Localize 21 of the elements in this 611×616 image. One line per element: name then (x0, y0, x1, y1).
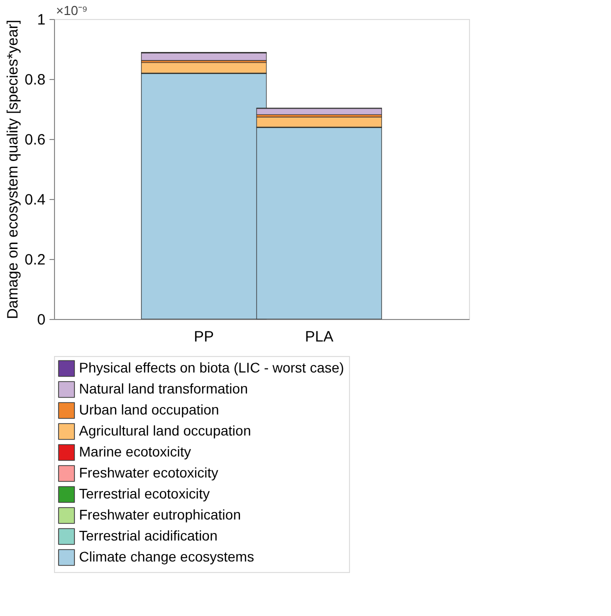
legend-label: Urban land occupation (79, 402, 220, 418)
y-tick-label: 1 (37, 12, 46, 28)
y-tick-label: 0 (37, 312, 46, 328)
y-tick-label: 0.4 (24, 192, 46, 208)
legend-label: Terrestrial acidification (79, 528, 218, 544)
legend-label: Freshwater eutrophication (79, 506, 241, 522)
legend-label: Physical effects on biota (LIC - worst case) (79, 360, 344, 376)
x-tick-label: PP (194, 328, 214, 346)
legend-label: Terrestrial ecotoxicity (79, 486, 210, 502)
y-tick-label: 0.8 (24, 72, 46, 88)
bar (141, 52, 267, 61)
legend-label: Climate change ecosystems (79, 548, 254, 564)
legend-label: Freshwater ecotoxicity (79, 464, 218, 480)
text: ×10⁻⁹ (56, 3, 88, 18)
y-axis-title: Damage on ecosystem quality [species*year] (4, 20, 22, 320)
y-tick-label: 0.6 (24, 132, 46, 148)
legend-label: Agricultural land occupation (79, 422, 251, 438)
y-tick-label: 0.2 (24, 252, 46, 268)
legend-label: Marine ecotoxicity (79, 444, 192, 460)
x-tick-label: PLA (304, 328, 334, 346)
legend-label: Natural land transformation (79, 380, 248, 396)
